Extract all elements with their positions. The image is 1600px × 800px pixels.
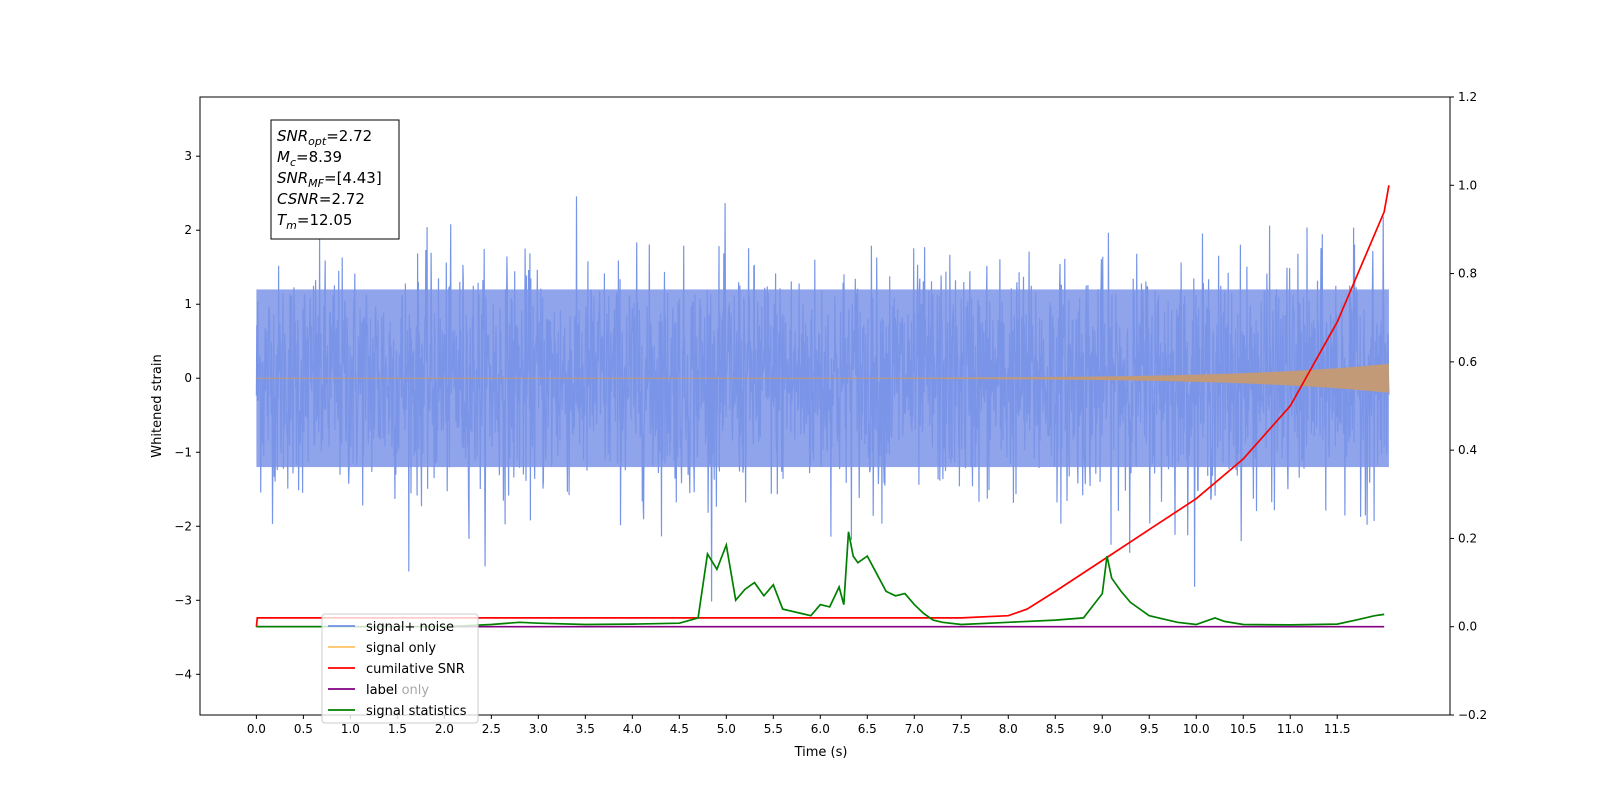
signal-only-envelope — [256, 363, 1389, 393]
x-tick-label: 9.0 — [1093, 722, 1112, 736]
legend-label: signal statistics — [366, 704, 467, 719]
signal-statistics-line — [256, 531, 1385, 628]
x-tick-label: 10.0 — [1183, 722, 1210, 736]
y2-tick-label: 0.6 — [1458, 355, 1477, 369]
cumulative-snr-line — [255, 185, 1390, 627]
x-tick-label: 7.0 — [905, 722, 924, 736]
legend: signal+ noise signal only cumilative SNR la… — [321, 613, 479, 724]
y-tick-label: −4 — [174, 667, 192, 681]
legend-label: cumilative SNR — [366, 662, 465, 677]
legend-frame — [321, 613, 479, 724]
y-axis-left: 3 2 1 0 −1 −2 −3 −4 — [174, 149, 200, 681]
annotation-line: CSNR=2.72 — [277, 190, 365, 208]
y2-tick-label: 0.4 — [1458, 443, 1477, 457]
y-axis-right: 1.2 1.0 0.8 0.6 0.4 0.2 0.0 −0.2 — [1450, 90, 1487, 722]
x-tick-label: 6.0 — [811, 722, 830, 736]
signal-only-series — [256, 363, 1389, 393]
y2-tick-label: 0.0 — [1458, 620, 1477, 634]
x-tick-label: 6.5 — [858, 722, 877, 736]
annotation-line: SNRMF=[4.43] — [277, 169, 382, 190]
y-axis-label: Whitened strain — [150, 354, 165, 457]
x-tick-label: 9.5 — [1140, 722, 1159, 736]
y-tick-label: 2 — [184, 223, 192, 237]
x-tick-label: 5.0 — [717, 722, 736, 736]
y2-tick-label: 0.2 — [1458, 531, 1477, 545]
y-tick-label: −2 — [174, 519, 192, 533]
y2-tick-label: −0.2 — [1458, 708, 1487, 722]
x-tick-label: 2.5 — [482, 722, 501, 736]
legend-hidden-label: label only — [366, 683, 429, 698]
x-tick-label: 0.5 — [294, 722, 313, 736]
plot-area — [255, 185, 1390, 628]
x-tick-label: 8.5 — [1046, 722, 1065, 736]
x-tick-label: 1.5 — [388, 722, 407, 736]
legend-label: signal+ noise — [366, 620, 454, 635]
legend-label: signal only — [366, 641, 436, 656]
x-tick-label: 7.5 — [952, 722, 971, 736]
annotation-line: Mc=8.39 — [277, 148, 342, 169]
annotation-line: SNRopt=2.72 — [277, 127, 372, 148]
y2-tick-label: 1.0 — [1458, 178, 1477, 192]
x-tick-label: 2.0 — [435, 722, 454, 736]
x-tick-label: 3.5 — [576, 722, 595, 736]
x-tick-label: 5.5 — [764, 722, 783, 736]
y-tick-label: 0 — [184, 371, 192, 385]
legend-label: label — [366, 683, 397, 698]
y2-tick-label: 0.8 — [1458, 267, 1477, 281]
x-tick-label: 0.0 — [247, 722, 266, 736]
annotation-frame — [270, 119, 400, 240]
x-tick-label: 1.0 — [341, 722, 360, 736]
x-tick-label: 11.5 — [1324, 722, 1351, 736]
x-tick-label: 3.0 — [529, 722, 548, 736]
y-tick-label: 1 — [184, 297, 192, 311]
x-tick-label: 11.0 — [1277, 722, 1304, 736]
x-tick-label: 10.5 — [1230, 722, 1257, 736]
x-axis-label: Time (s) — [794, 745, 848, 760]
x-tick-label: 8.0 — [999, 722, 1018, 736]
x-axis: 0.0 0.5 1.0 1.5 2.0 2.5 3.0 3.5 4.0 4.5 5.0 5.5 6.0 6… — [247, 715, 1351, 736]
y-tick-label: 3 — [184, 149, 192, 163]
y-tick-label: −1 — [174, 445, 192, 459]
plot-frame — [199, 96, 1451, 716]
x-tick-label: 4.0 — [623, 722, 642, 736]
y-tick-label: −3 — [174, 593, 192, 607]
y2-tick-label: 1.2 — [1458, 90, 1477, 104]
x-tick-label: 4.5 — [670, 722, 689, 736]
annotation-line: Tm=12.05 — [277, 211, 352, 232]
